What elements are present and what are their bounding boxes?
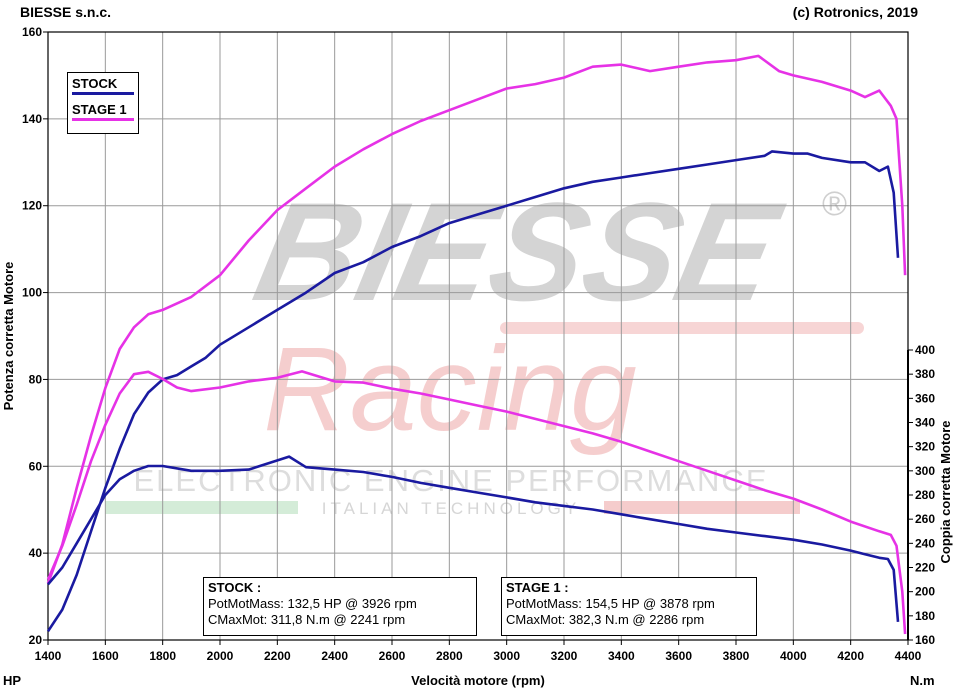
y-axis-left-title: Potenza corretta Motore [1, 262, 16, 411]
watermark-brand: BIESSE [243, 174, 793, 330]
x-axis-title: Velocità motore (rpm) [411, 673, 545, 688]
y-right-tick-label: 160 [915, 633, 935, 647]
stage-info-box: STAGE 1 : PotMotMass: 154,5 HP @ 3878 rp… [501, 577, 757, 636]
stage-info-power: PotMotMass: 154,5 HP @ 3878 rpm [506, 596, 715, 611]
y-axis-right-title: Coppia corretta Motore [938, 420, 953, 563]
series-stage-torque [46, 370, 907, 635]
y-left-tick-label: 20 [29, 633, 43, 647]
y-right-tick-label: 400 [915, 343, 935, 357]
watermark-swoosh [500, 322, 864, 334]
x-tick-label: 4000 [780, 649, 807, 663]
y-left-tick-label: 40 [29, 546, 43, 560]
x-tick-label: 2800 [436, 649, 463, 663]
y-right-tick-label: 380 [915, 367, 935, 381]
stock-info-power: PotMotMass: 132,5 HP @ 3926 rpm [208, 596, 417, 611]
watermark-line1: ELECTRONIC ENGINE PERFORMANCE [133, 463, 768, 498]
unit-left: HP [3, 673, 21, 688]
series-stock-torque [47, 455, 900, 623]
legend-stock-swatch [72, 92, 134, 95]
series-stage-power [46, 54, 907, 584]
watermark: BIESSE ® Racing ELECTRONIC ENGINE PERFOR… [105, 174, 864, 518]
x-tick-label: 3000 [493, 649, 520, 663]
header-right: (c) Rotronics, 2019 [792, 4, 918, 20]
x-tick-label: 2600 [379, 649, 406, 663]
legend-stage-label: STAGE 1 [72, 102, 127, 117]
x-tick-label: 4400 [895, 649, 922, 663]
series-layer [46, 54, 907, 635]
y-right-tick-label: 220 [915, 561, 935, 575]
y-left-tick-label: 140 [22, 112, 42, 126]
stock-info-box: STOCK : PotMotMass: 132,5 HP @ 3926 rpm … [203, 577, 477, 636]
header-left: BIESSE s.n.c. [20, 4, 112, 20]
x-tick-label: 3400 [608, 649, 635, 663]
y-right-tick-label: 360 [915, 391, 935, 405]
y-right-tick-label: 280 [915, 488, 935, 502]
x-tick-label: 3200 [551, 649, 578, 663]
x-tick-label: 1600 [92, 649, 119, 663]
watermark-registered: ® [822, 185, 847, 223]
x-tick-label: 1400 [35, 649, 62, 663]
tick-labels: 1400 1600 1800 2000 2200 2400 2600 2800 3000 3200… [22, 25, 935, 663]
x-tick-label: 2200 [264, 649, 291, 663]
watermark-red-bar [604, 501, 800, 514]
legend: STOCK STAGE 1 [67, 72, 139, 134]
x-tick-label: 1800 [149, 649, 176, 663]
stage-info-torque: CMaxMot: 382,3 N.m @ 2286 rpm [506, 612, 705, 627]
stock-info-torque: CMaxMot: 311,8 N.m @ 2241 rpm [208, 612, 406, 627]
plot-border [47, 31, 909, 641]
legend-stock-label: STOCK [72, 76, 118, 91]
watermark-green-bar [105, 501, 298, 514]
y-right-tick-label: 320 [915, 440, 935, 454]
y-right-tick-label: 300 [915, 464, 935, 478]
y-right-tick-label: 240 [915, 536, 935, 550]
unit-right: N.m [910, 673, 935, 688]
x-tick-label: 3800 [723, 649, 750, 663]
y-left-tick-label: 160 [22, 25, 42, 39]
y-left-tick-label: 80 [29, 372, 43, 386]
series-stock-power [46, 150, 900, 633]
grid [47, 31, 909, 641]
stage-info-title: STAGE 1 : [506, 580, 569, 595]
y-right-tick-label: 200 [915, 585, 935, 599]
x-tick-label: 2000 [207, 649, 234, 663]
y-right-tick-label: 260 [915, 512, 935, 526]
y-left-tick-label: 120 [22, 199, 42, 213]
stock-info-title: STOCK : [208, 580, 262, 595]
y-right-tick-label: 340 [915, 416, 935, 430]
y-right-tick-label: 180 [915, 609, 935, 623]
y-left-tick-label: 60 [29, 459, 43, 473]
watermark-script: Racing [263, 322, 637, 456]
x-tick-label: 2400 [321, 649, 348, 663]
x-tick-label: 4200 [837, 649, 864, 663]
x-tick-label: 3600 [665, 649, 692, 663]
legend-stage-swatch [72, 118, 134, 121]
y-left-tick-label: 100 [22, 286, 42, 300]
